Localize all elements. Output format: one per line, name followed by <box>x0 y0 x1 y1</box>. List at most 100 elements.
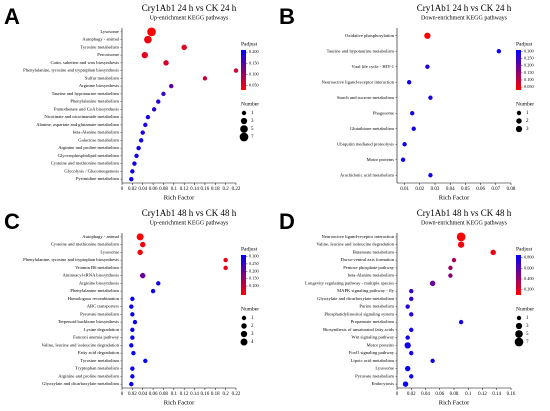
x-axis-label: Rich Factor <box>164 194 195 201</box>
padj-legend-title: Padjust <box>241 246 258 252</box>
point <box>163 60 169 66</box>
color-bar-label: 0.300 <box>524 48 534 53</box>
category-label: Phenylalanine metabolism <box>70 288 119 293</box>
category-label: Starch and sucrose metabolism <box>337 95 394 100</box>
panel-subtitle: Down-enrichment KEGG pathways <box>421 220 508 226</box>
category-label: Cutin, suberine and wax biosynthesis <box>50 60 119 66</box>
point <box>409 327 414 333</box>
panel-label: B <box>279 4 295 29</box>
x-tick-label: 0 <box>121 187 124 192</box>
x-axis-label: Rich Factor <box>439 194 470 201</box>
point <box>150 288 156 294</box>
category-label: Motor proteins <box>367 157 395 162</box>
category-label: Tyrosine metabolism <box>80 358 119 363</box>
panel-subtitle: Up-enrichment KEGG pathways <box>150 15 229 21</box>
point <box>490 249 496 256</box>
point <box>139 241 146 248</box>
point <box>405 335 410 340</box>
category-label: Galactose metabolism <box>78 137 119 142</box>
category-label: Neuroactive ligand-receptor interaction <box>322 79 395 84</box>
x-tick-label: 0.2 <box>223 392 230 397</box>
point <box>143 358 148 364</box>
x-tick-label: 0.16 <box>201 187 210 192</box>
point <box>409 350 414 356</box>
point <box>181 44 187 51</box>
category-label: Neuroactive ligand-receptor interaction <box>322 234 395 239</box>
point <box>143 122 148 128</box>
category-label: Arginine biosynthesis <box>79 280 119 285</box>
point <box>425 64 430 69</box>
point <box>202 76 208 81</box>
color-bar <box>241 255 246 295</box>
color-bar-label: 0.200 <box>524 287 534 292</box>
point <box>130 169 135 174</box>
x-tick-label: 0.02 <box>128 187 137 192</box>
color-bar-label: 0.150 <box>249 60 259 65</box>
category-label: Wnt signaling pathway <box>351 335 394 340</box>
category-label: Terpenoid backbone biosynthesis <box>58 319 119 324</box>
point <box>140 130 145 135</box>
x-tick-label: 0 <box>396 392 399 397</box>
color-bar-label: 0.250 <box>249 261 259 266</box>
category-label: Phenylalanine, tyrosine and tryptophan b… <box>23 68 119 74</box>
x-tick-label: 0.1 <box>465 392 472 397</box>
category-label: Phosphatidylinositol signaling system <box>324 311 394 316</box>
panel-title: Cry1Ab1 24 h vs CK 24 h <box>142 3 237 13</box>
point <box>151 107 157 112</box>
number-legend-label: 4 <box>251 340 254 345</box>
number-legend-label: 3 <box>526 324 529 329</box>
category-label: Cysteine and methionine metabolism <box>51 161 120 166</box>
color-bar-label: 0.200 <box>524 63 534 68</box>
x-tick-label: 0.02 <box>407 392 416 397</box>
number-legend-title: Number <box>241 306 259 312</box>
category-label: Arginine and proline metabolism <box>58 373 119 378</box>
category-label: Autophagy - animal <box>82 37 119 42</box>
number-legend-title: Number <box>516 306 534 312</box>
category-label: Aminoacyl-tRNA biosynthesis <box>62 273 119 278</box>
number-legend-label: 7 <box>251 135 254 140</box>
number-legend-point <box>240 330 248 338</box>
x-tick-label: 0.08 <box>450 392 459 397</box>
category-label: Lysosome <box>100 29 119 34</box>
point <box>223 265 228 271</box>
point <box>144 35 152 44</box>
category-label: Taurine and hypotaurine metabolism <box>52 91 120 96</box>
color-bar-label: 0.400 <box>524 276 534 281</box>
point <box>428 95 433 100</box>
padj-legend-title: Padjust <box>516 246 533 252</box>
x-tick-label: 0.06 <box>435 392 444 397</box>
color-bar-label: 0.250 <box>524 56 534 61</box>
point <box>130 335 135 340</box>
category-label: Fatty acid degradation <box>78 350 120 355</box>
number-legend-point <box>241 323 247 329</box>
number-legend-point <box>515 330 523 338</box>
category-label: Phenylalanine, tyrosine and tryptophan b… <box>23 257 119 263</box>
point <box>130 296 135 302</box>
category-label: Glyoxylate and dicarboxylate metabolism <box>317 296 394 301</box>
x-tick-label: 0.1 <box>171 187 178 192</box>
x-axis-label: Rich Factor <box>439 399 470 406</box>
panel-title: Cry1Ab1 24 h vs CK 24 h <box>417 3 512 13</box>
point <box>145 114 151 120</box>
category-label: Valine, leucine and isoleucine degradati… <box>41 342 119 348</box>
number-legend-label: 1 <box>526 111 529 116</box>
panel-label: A <box>4 4 20 29</box>
category-label: Lysine degradation <box>84 327 120 332</box>
category-label: Dorso-ventral axis formation <box>341 257 395 262</box>
number-legend-label: 2 <box>526 119 529 124</box>
point <box>130 374 135 379</box>
point <box>233 68 239 73</box>
category-label: Propanoate metabolism <box>351 319 395 324</box>
x-tick-label: 0.08 <box>159 187 168 192</box>
point <box>451 257 457 263</box>
color-bar <box>516 50 521 90</box>
point <box>428 173 433 178</box>
point <box>404 365 411 372</box>
padj-legend-title: Padjust <box>516 41 533 47</box>
x-tick-label: 0.18 <box>211 187 220 192</box>
category-label: Arginine biosynthesis <box>79 83 119 88</box>
x-tick-label: 0.02 <box>128 392 137 397</box>
x-tick-label: 0.04 <box>421 392 430 397</box>
number-legend-label: 3 <box>251 332 254 337</box>
category-label: Pentose phosphate pathway <box>343 265 394 270</box>
